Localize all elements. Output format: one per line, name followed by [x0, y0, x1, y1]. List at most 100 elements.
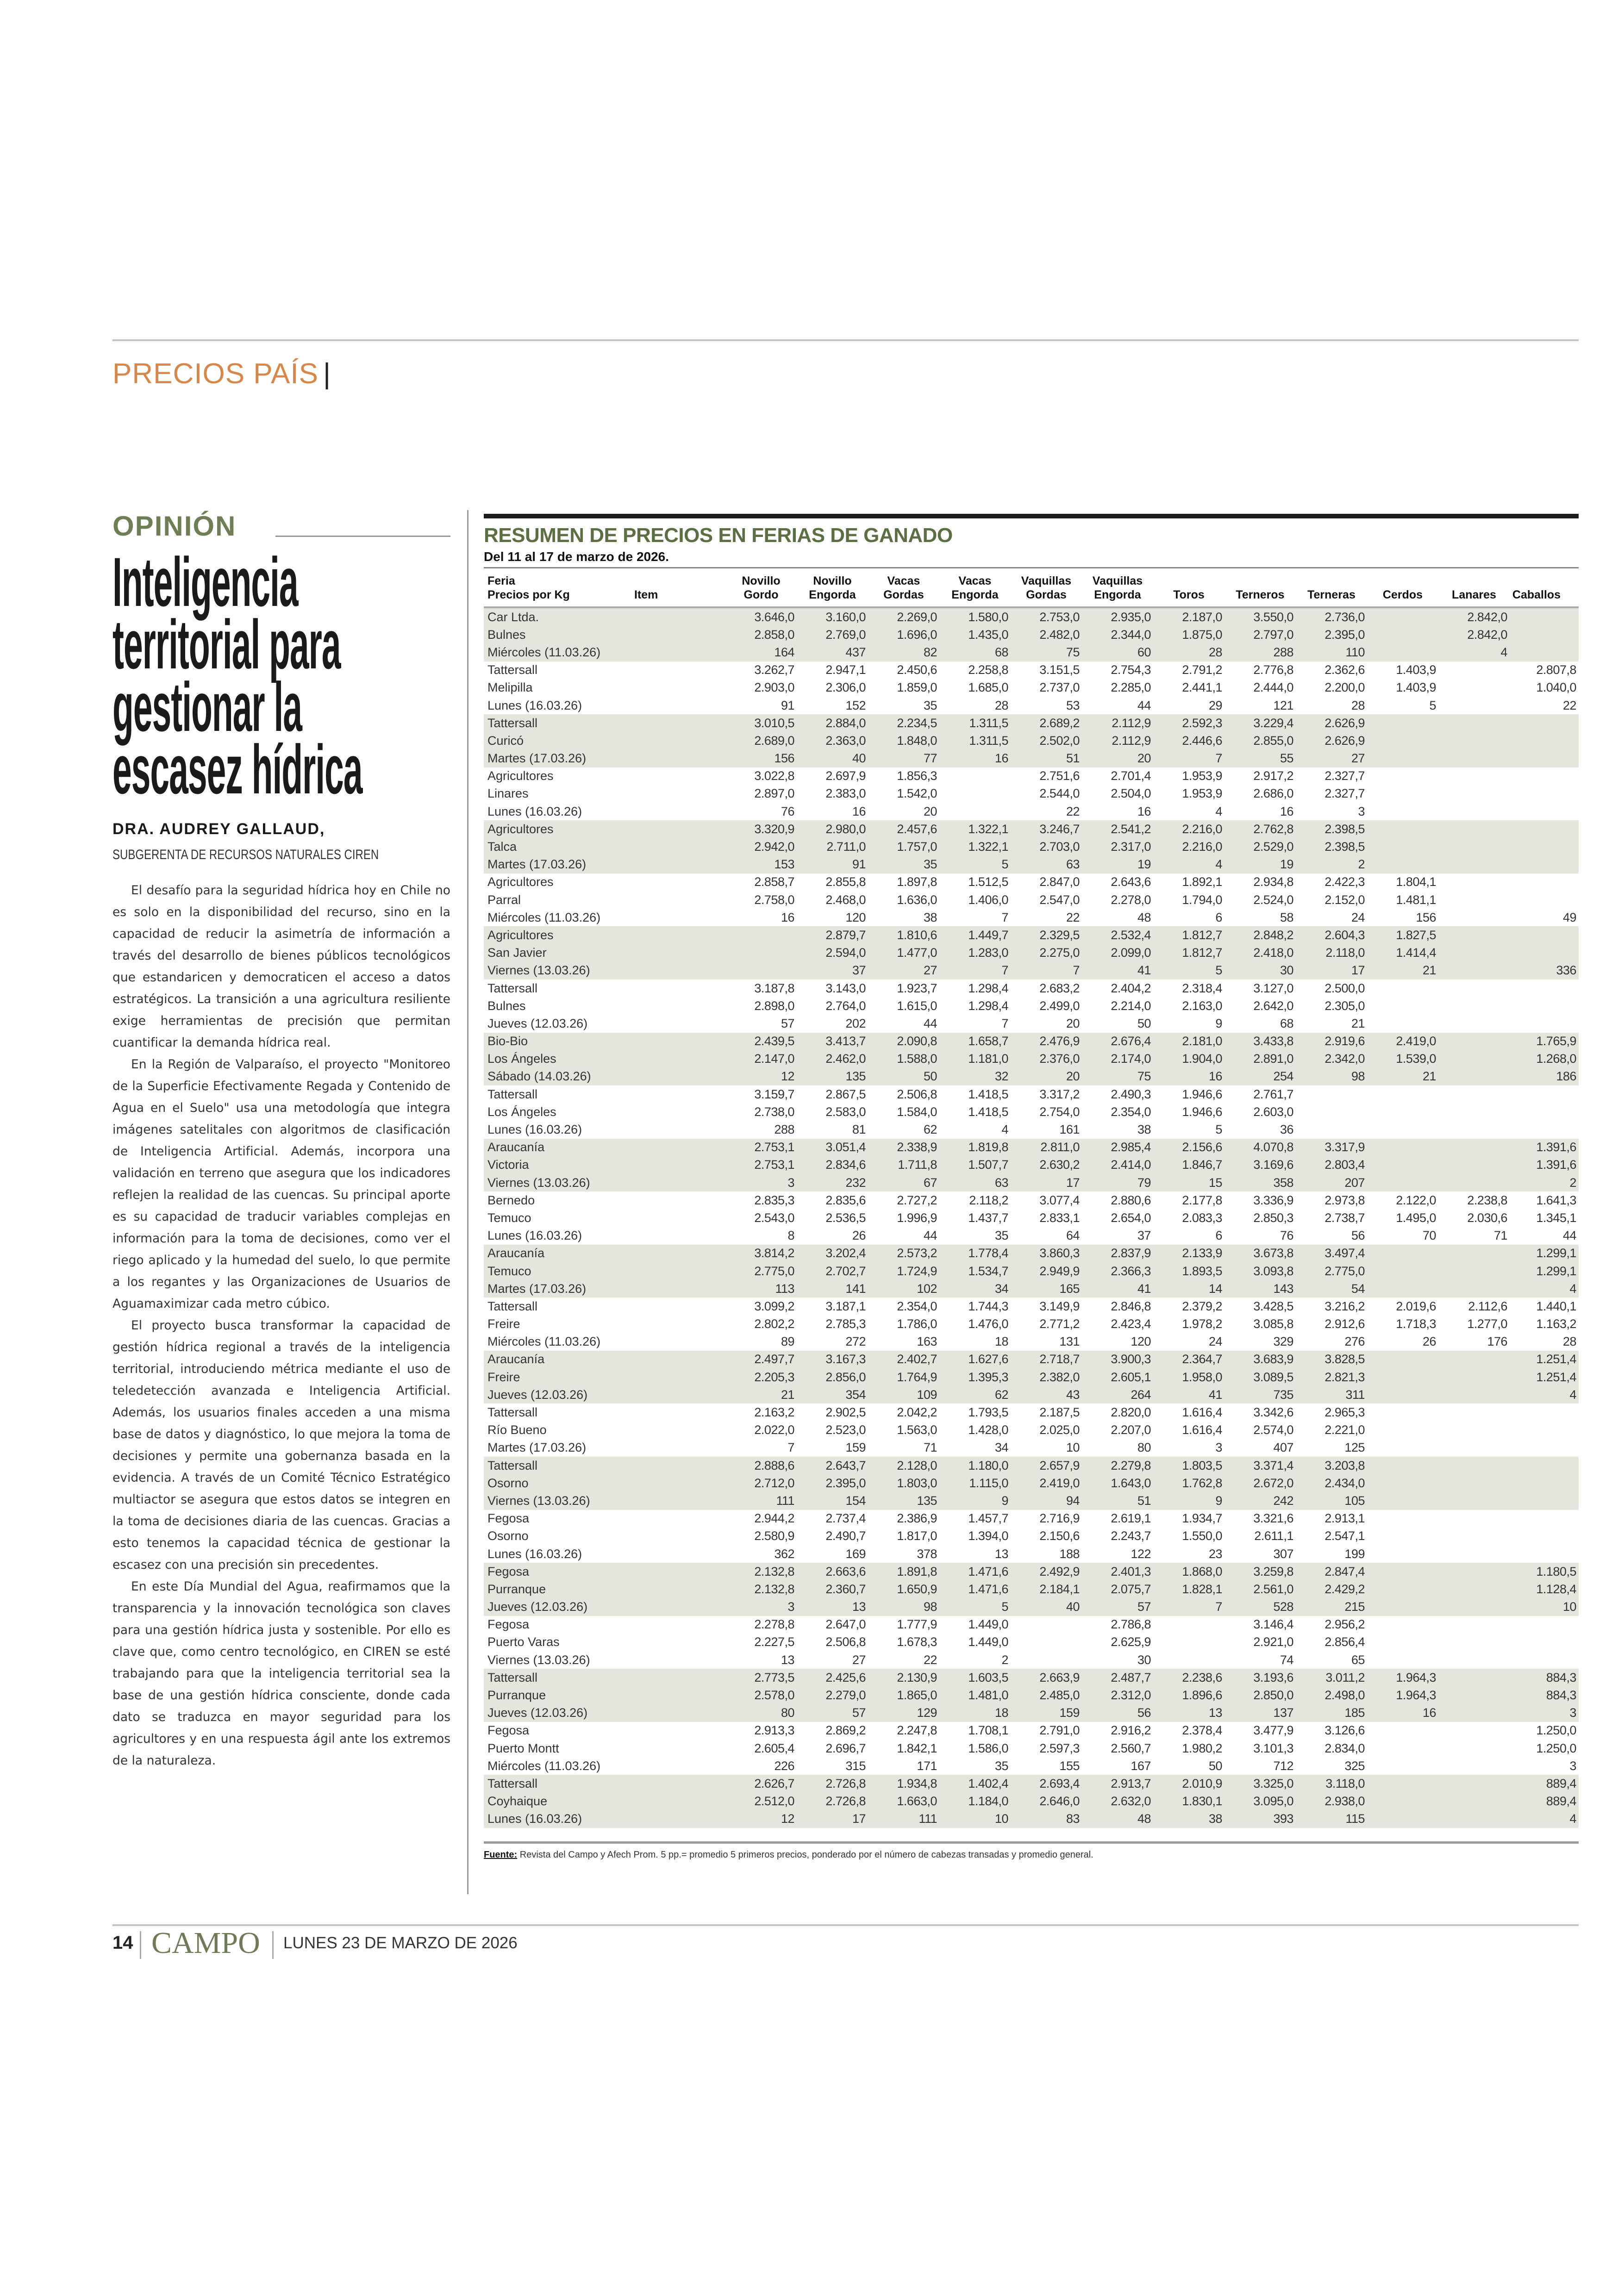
price-cell: 2.318,4 [1182, 981, 1222, 995]
price-cell: 2.751,6 [1039, 769, 1080, 783]
row-label: Talca [487, 840, 517, 854]
price-cell: 2.184,1 [1039, 1582, 1080, 1596]
price-cell: 20 [1066, 1016, 1080, 1030]
column-divider [467, 510, 468, 1894]
price-cell: 1.892,1 [1182, 875, 1222, 889]
price-cell: 3 [1215, 1441, 1222, 1455]
price-cell: 17 [1066, 1175, 1080, 1190]
row-label: Freire [487, 1370, 520, 1384]
table-row: Purranque 2.132,8 2.360,7 1.650,9 1.471,6 2.1… [484, 1580, 1579, 1598]
price-cell: 2.216,0 [1182, 840, 1222, 854]
price-cell: 354 [845, 1387, 866, 1402]
price-cell: 1.395,3 [968, 1370, 1008, 1384]
price-cell: 165 [1059, 1281, 1080, 1296]
price-cell: 2.363,0 [825, 733, 866, 748]
price-cell: 2.643,6 [1111, 875, 1151, 889]
price-cell: 55 [1280, 751, 1294, 766]
price-cell: 3.093,8 [1253, 1264, 1293, 1278]
price-cell: 2.888,6 [754, 1458, 794, 1472]
price-cell: 2.578,0 [754, 1688, 794, 1703]
price-cell: 2.837,9 [1111, 1246, 1151, 1260]
price-cell: 2.541,2 [1111, 822, 1151, 836]
price-cell: 5 [1001, 857, 1008, 872]
price-cell: 129 [917, 1706, 937, 1720]
price-cell: 288 [774, 1123, 794, 1137]
price-cell: 3.814,2 [754, 1246, 794, 1260]
price-cell: 2.676,4 [1111, 1034, 1151, 1048]
price-cell: 120 [1131, 1335, 1151, 1349]
price-cell: 2.561,0 [1253, 1582, 1293, 1596]
price-cell: 26 [852, 1229, 866, 1243]
price-cell: 2.354,0 [897, 1299, 937, 1313]
row-label: Martes (17.03.26) [487, 1281, 587, 1296]
price-cell: 1.794,0 [1182, 892, 1222, 907]
price-cell: 98 [1351, 1069, 1365, 1084]
price-cell: 1.897,8 [897, 875, 937, 889]
price-cell: 2.736,0 [1324, 610, 1365, 624]
row-label: Tattersall [487, 1087, 538, 1101]
table-row: Tattersall 3.187,8 3.143,0 1.923,7 1.298,4 2.… [484, 979, 1579, 997]
price-cell: 2.867,5 [825, 1087, 866, 1101]
price-cell: 68 [994, 645, 1009, 659]
feria-group: Tattersall 2.163,2 2.902,5 2.042,2 1.793,5 2.… [484, 1403, 1579, 1457]
price-cell: 1.449,0 [968, 1635, 1008, 1649]
row-label: Tattersall [487, 1776, 538, 1790]
row-label: Puerto Montt [487, 1741, 559, 1755]
price-cell: 1.934,8 [897, 1776, 937, 1790]
table-row: Miércoles (11.03.26) 16 120 38 7 22 48 6 58 24 156… [484, 909, 1579, 926]
price-cell: 2.506,8 [897, 1087, 937, 1101]
price-cell: 6 [1215, 1229, 1222, 1243]
price-cell: 16 [1208, 1069, 1223, 1084]
price-cell: 1.322,1 [968, 822, 1008, 836]
row-label: Río Bueno [487, 1423, 547, 1437]
price-cell: 2.835,6 [825, 1193, 866, 1207]
price-cell: 2.847,0 [1039, 875, 1080, 889]
price-cell: 1.793,5 [968, 1405, 1008, 1420]
table-header: Feria Precios por Kg Item Novillo Gordo No… [484, 574, 1579, 604]
price-cell: 115 [1345, 1812, 1365, 1826]
price-cell: 2.985,4 [1111, 1140, 1151, 1154]
price-cell: 2.382,0 [1039, 1370, 1080, 1384]
feria-group: Tattersall 3.099,2 3.187,1 2.354,0 1.744,3 3.… [484, 1297, 1579, 1351]
price-cell: 41 [1208, 1387, 1223, 1402]
price-cell: 135 [917, 1493, 937, 1508]
price-cell: 407 [1273, 1441, 1293, 1455]
price-cell: 125 [1344, 1441, 1365, 1455]
price-cell: 3.550,0 [1253, 610, 1293, 624]
price-cell: 2.858,0 [754, 627, 794, 642]
price-cell: 155 [1059, 1759, 1080, 1773]
row-label: Osorno [487, 1529, 529, 1543]
footer-separator [272, 1931, 274, 1959]
price-cell: 2.269,0 [897, 610, 937, 624]
price-cell: 2.434,0 [1324, 1476, 1365, 1490]
feria-group: Tattersall 3.010,5 2.884,0 2.234,5 1.311,5 2.… [484, 714, 1579, 767]
price-cell: 3.320,9 [754, 822, 794, 836]
price-cell: 1.391,6 [1536, 1140, 1576, 1154]
table-row: Viernes (13.03.26) 37 27 7 7 41 5 30 17 21 336 [484, 962, 1579, 979]
price-cell: 80 [781, 1706, 795, 1720]
price-cell: 2.773,5 [754, 1670, 794, 1684]
price-cell: 2.980,0 [825, 822, 866, 836]
column-header: Gordas [1026, 588, 1067, 601]
price-cell: 2.702,7 [825, 1264, 866, 1278]
price-cell: 102 [917, 1281, 937, 1296]
price-cell: 2.762,8 [1253, 822, 1293, 836]
price-cell: 35 [923, 857, 937, 872]
price-cell: 2.842,0 [1467, 610, 1507, 624]
price-cell: 2.383,0 [825, 786, 866, 801]
price-cell: 1.251,4 [1536, 1352, 1576, 1366]
price-cell: 2.630,2 [1039, 1158, 1080, 1172]
row-label: Tattersall [487, 1670, 538, 1684]
price-cell: 1.298,4 [968, 998, 1008, 1013]
price-cell: 1.471,6 [968, 1582, 1008, 1596]
table-row: San Javier 2.594,0 1.477,0 1.283,0 2.275,0 2.… [484, 944, 1579, 962]
row-label: Miércoles (11.03.26) [487, 1759, 601, 1773]
price-cell: 80 [1137, 1441, 1151, 1455]
price-cell: 2.010,9 [1182, 1776, 1222, 1790]
row-label: Victoria [487, 1158, 529, 1172]
price-cell: 3.077,4 [1039, 1193, 1080, 1207]
header-rule [484, 606, 1579, 608]
price-cell: 3.317,2 [1039, 1087, 1080, 1101]
price-cell: 3.262,7 [754, 663, 794, 677]
row-label: Purranque [487, 1688, 546, 1703]
